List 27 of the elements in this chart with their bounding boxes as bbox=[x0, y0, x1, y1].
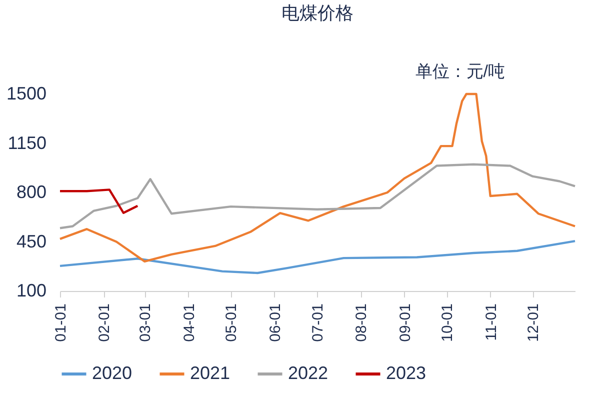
legend-label: 2022 bbox=[288, 363, 328, 383]
x-tick-label: 05-01 bbox=[223, 304, 240, 342]
x-tick-label: 11-01 bbox=[482, 304, 500, 341]
legend-label: 2023 bbox=[386, 363, 426, 383]
legend-label: 2021 bbox=[190, 363, 230, 383]
x-tick-label: 10-01 bbox=[439, 304, 456, 342]
y-tick-label: 1150 bbox=[8, 132, 46, 153]
x-tick-label: 01-01 bbox=[52, 304, 70, 342]
x-tick-label: 09-01 bbox=[396, 304, 414, 342]
x-tick-label: 02-01 bbox=[96, 304, 114, 342]
x-tick-label: 04-01 bbox=[180, 304, 198, 342]
chart-title: 电煤价格 bbox=[282, 3, 354, 23]
y-tick-label: 800 bbox=[16, 182, 46, 202]
line-series bbox=[58, 240, 576, 274]
x-tick-label: 06-01 bbox=[266, 304, 284, 342]
y-tick-label: 100 bbox=[16, 280, 46, 300]
x-tick-label: 08-01 bbox=[353, 304, 370, 342]
x-tick-label: 03-01 bbox=[137, 304, 154, 342]
x-tick-label: 12-01 bbox=[525, 304, 542, 342]
text: 单位：元/吨 bbox=[415, 62, 505, 81]
line-series bbox=[58, 188, 139, 214]
line-series bbox=[58, 163, 576, 230]
y-tick-label: 1500 bbox=[6, 84, 46, 104]
x-tick-label: 07-01 bbox=[309, 304, 326, 342]
legend-label: 2020 bbox=[92, 363, 132, 383]
y-tick-label: 450 bbox=[16, 231, 46, 252]
line-series bbox=[58, 92, 576, 263]
